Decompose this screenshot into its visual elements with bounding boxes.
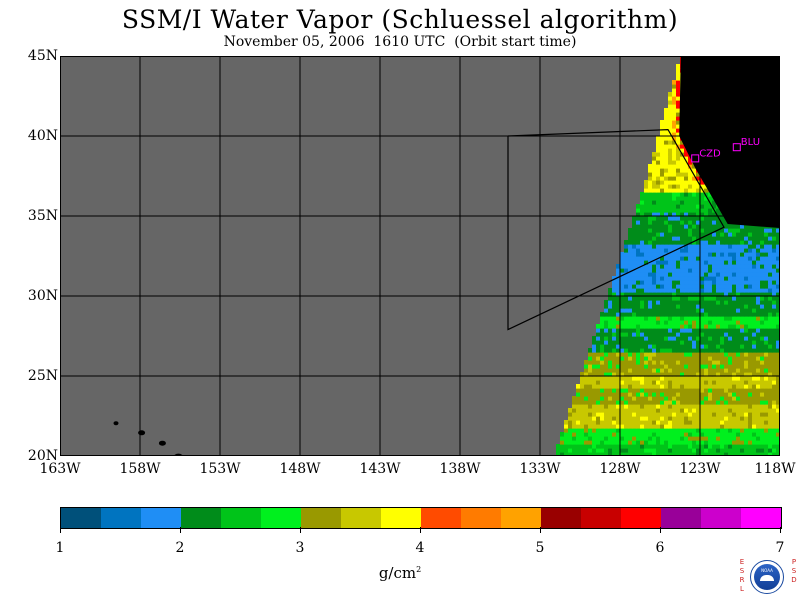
station-markers: CZD BLU [691,137,760,163]
colorbar-tick [180,527,181,533]
colorbar-swatch [621,508,661,528]
colorbar-label-6: 6 [655,540,665,556]
lon-label-148w: 148W [279,461,321,477]
lon-label-133w: 133W [519,461,561,477]
colorbar-tick [420,527,421,533]
colorbar-swatch [61,508,101,528]
colorbar-swatch [101,508,141,528]
colorbar-swatch [421,508,461,528]
colorbar-tick [300,527,301,533]
colorbar-label-1: 1 [55,540,65,556]
map-panel: CZD BLU [60,56,780,456]
colorbar-label-7: 7 [775,540,785,556]
colorbar-swatch [221,508,261,528]
colorbar-swatch [661,508,701,528]
lon-label-163w: 163W [39,461,81,477]
colorbar-tick [540,527,541,533]
colorbar-swatch [261,508,301,528]
units-base: g/cm [378,564,417,582]
units-exponent: 2 [416,565,422,574]
colorbar-swatch [741,508,781,528]
chart-title: SSM/I Water Vapor (Schluessel algorithm) [121,5,679,34]
colorbar-swatch [141,508,181,528]
logo-inner-text: NOAA [761,568,773,573]
colorbar-swatch [701,508,741,528]
colorbar-swatch [181,508,221,528]
lat-label-20n: 20N [27,448,58,464]
colorbar-swatch [541,508,581,528]
water-vapor-map: CZD BLU [60,56,780,456]
colorbar-swatch [501,508,541,528]
lat-label-30n: 30N [27,288,58,304]
lon-label-138w: 138W [439,461,481,477]
colorbar-swatch [581,508,621,528]
colorbar-label-2: 2 [175,540,185,556]
lat-label-45n: 45N [27,48,58,64]
station-czd: CZD [691,148,721,163]
colorbar [60,507,782,529]
lat-label-25n: 25N [27,368,58,384]
orbit-swath-outline [507,128,725,331]
units-label: g/cm2 [0,564,800,582]
lat-label-35n: 35N [27,208,58,224]
lon-label-128w: 128W [599,461,641,477]
colorbar-swatch [341,508,381,528]
colorbar-label-5: 5 [535,540,545,556]
lon-label-118w: 118W [754,461,796,477]
lon-label-158w: 158W [119,461,161,477]
map-grid [60,56,780,456]
station-label: BLU [741,137,760,148]
chart-subtitle: November 05, 2006 1610 UTC (Orbit start … [223,34,577,50]
station-blu: BLU [732,137,760,152]
noaa-emblem-icon: NOAA [750,560,784,594]
station-label: CZD [699,148,721,159]
colorbar-label-4: 4 [415,540,425,556]
lon-label-123w: 123W [679,461,721,477]
colorbar-swatch [461,508,501,528]
water-vapor-data-layer [556,56,780,456]
colorbar-swatch [381,508,421,528]
colorbar-tick [60,527,61,533]
colorbar-swatch [301,508,341,528]
lat-label-40n: 40N [27,128,58,144]
colorbar-tick [660,527,661,533]
lon-label-153w: 153W [199,461,241,477]
colorbar-tick [780,527,781,533]
lon-label-143w: 143W [359,461,401,477]
colorbar-label-3: 3 [295,540,305,556]
